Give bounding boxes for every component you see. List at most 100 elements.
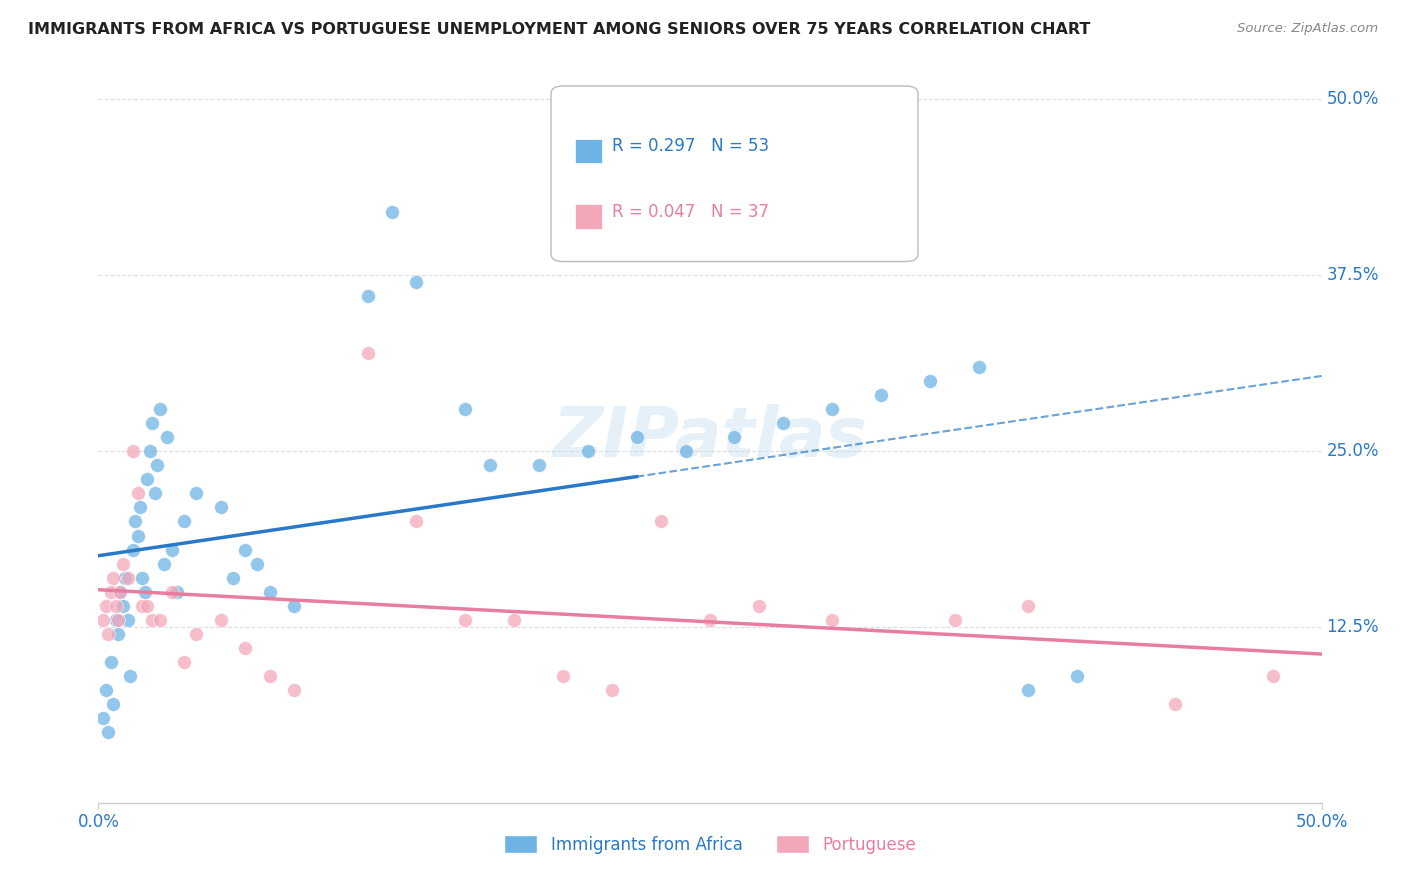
Point (91, 711, 114, 725)
Point (104, 599, 127, 613)
Point (650, 515, 672, 529)
Point (160, 584, 183, 599)
Point (233, 641, 256, 656)
Point (146, 458, 169, 473)
Point (100, 655, 122, 669)
Point (110, 584, 132, 599)
Point (454, 401, 477, 416)
Point (209, 613, 232, 627)
Point (920, 374, 942, 388)
Text: ZIPatlas: ZIPatlas (553, 403, 868, 471)
Text: 12.5%: 12.5% (1326, 618, 1379, 636)
Point (136, 472, 159, 486)
Point (821, 613, 844, 627)
Point (821, 401, 844, 416)
Point (131, 571, 153, 585)
Point (141, 613, 163, 627)
Point (101, 698, 124, 712)
Point (283, 599, 305, 613)
Point (1164, 698, 1187, 712)
Point (173, 655, 195, 669)
Point (1017, 599, 1039, 613)
Point (699, 613, 721, 627)
Point (149, 613, 172, 627)
Point (356, 289, 378, 303)
Point (405, 515, 427, 529)
Point (134, 584, 156, 599)
Point (149, 401, 172, 416)
Point (405, 276, 427, 290)
Text: 25.0%: 25.0% (1326, 442, 1379, 460)
Point (186, 627, 208, 641)
Point (233, 542, 256, 557)
Point (104, 613, 127, 627)
FancyBboxPatch shape (575, 138, 602, 163)
Point (129, 500, 152, 515)
Point (209, 500, 232, 515)
Point (121, 444, 143, 458)
Legend: Immigrants from Africa, Portuguese: Immigrants from Africa, Portuguese (498, 829, 922, 860)
Point (723, 430, 745, 444)
Point (870, 388, 893, 402)
Point (131, 599, 153, 613)
Point (356, 345, 378, 359)
Point (283, 683, 305, 698)
Point (772, 416, 794, 430)
Point (101, 571, 124, 585)
Point (111, 599, 134, 613)
Point (127, 486, 149, 500)
Point (121, 542, 143, 557)
Point (111, 557, 134, 571)
Point (136, 599, 159, 613)
Point (91, 613, 114, 627)
Point (259, 669, 281, 683)
Point (139, 444, 162, 458)
Point (94, 683, 117, 698)
Point (94, 599, 117, 613)
Point (117, 613, 139, 627)
Point (107, 613, 129, 627)
FancyBboxPatch shape (575, 204, 602, 228)
Text: Source: ZipAtlas.com: Source: ZipAtlas.com (1237, 22, 1378, 36)
Text: 37.5%: 37.5% (1326, 267, 1379, 285)
Point (259, 584, 281, 599)
Text: IMMIGRANTS FROM AFRICA VS PORTUGUESE UNEMPLOYMENT AMONG SENIORS OVER 75 YEARS CO: IMMIGRANTS FROM AFRICA VS PORTUGUESE UNE… (28, 22, 1091, 37)
Text: R = 0.297   N = 53: R = 0.297 N = 53 (612, 137, 769, 155)
Point (943, 613, 966, 627)
Point (626, 430, 648, 444)
Point (166, 584, 188, 599)
Point (186, 486, 208, 500)
Point (1017, 683, 1039, 698)
Point (527, 458, 550, 473)
Text: 50.0%: 50.0% (1326, 90, 1379, 109)
Point (153, 557, 176, 571)
Point (97, 725, 120, 739)
Point (454, 613, 477, 627)
Text: R = 0.047   N = 37: R = 0.047 N = 37 (612, 203, 769, 221)
Point (117, 571, 139, 585)
Point (110, 584, 132, 599)
Point (1261, 669, 1284, 683)
Point (107, 627, 129, 641)
Point (127, 528, 149, 542)
Point (576, 444, 599, 458)
Point (156, 430, 179, 444)
Point (246, 557, 269, 571)
Point (141, 416, 163, 430)
Point (600, 683, 623, 698)
Point (120, 669, 142, 683)
Point (124, 515, 146, 529)
Point (222, 571, 245, 585)
Point (160, 542, 183, 557)
Point (97, 627, 120, 641)
Point (967, 359, 990, 374)
Point (1066, 669, 1088, 683)
Point (173, 515, 195, 529)
Point (100, 584, 122, 599)
Point (478, 458, 501, 473)
FancyBboxPatch shape (551, 86, 918, 261)
Point (553, 669, 575, 683)
Point (143, 486, 166, 500)
Point (114, 571, 136, 585)
Point (748, 599, 770, 613)
